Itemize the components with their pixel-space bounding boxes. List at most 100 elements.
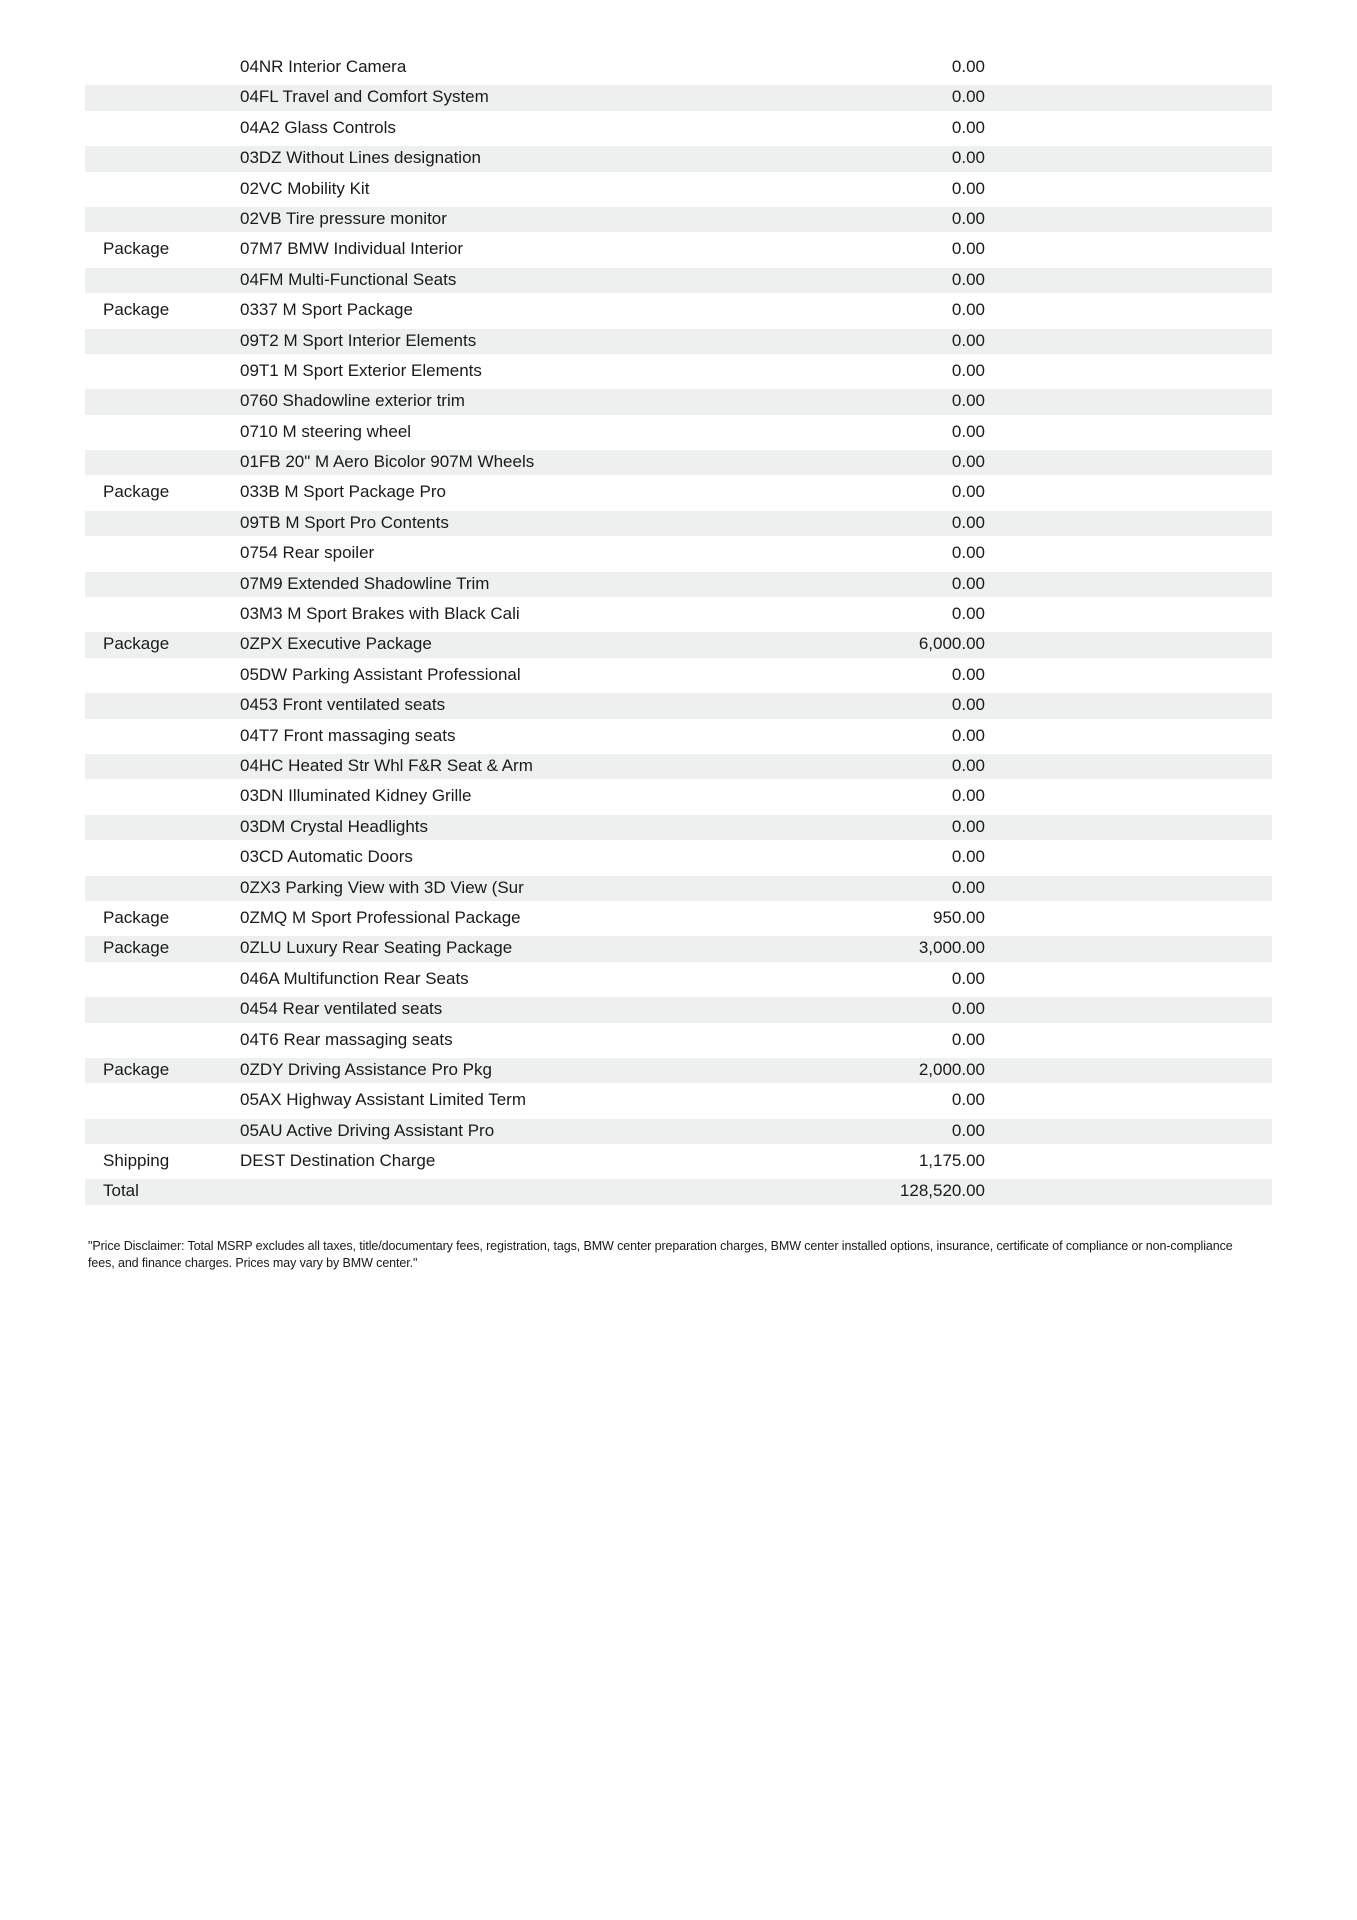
option-price-value: 0.00 [951,391,985,411]
option-description-label: DEST Destination Charge [240,1151,436,1171]
option-description-label: 0ZPX Executive Package [240,634,432,654]
option-row: 04NR Interior Camera 0.00 [85,52,1272,82]
option-price-value: 1,175.00 [918,1151,985,1171]
option-row: 04T7 Front massaging seats 0.00 [85,721,1272,751]
option-row: 09T1 M Sport Exterior Elements 0.00 [85,356,1272,386]
option-description-label: 03CD Automatic Doors [240,847,413,867]
option-price-value: 0.00 [951,360,985,380]
option-price-value: 0.00 [951,239,985,259]
option-row: 0760 Shadowline exterior trim 0.00 [85,386,1272,417]
option-description-label: 07M7 BMW Individual Interior [240,239,463,259]
option-description-label: 02VB Tire pressure monitor [240,208,447,228]
option-description-label: 04T7 Front massaging seats [240,725,456,745]
price-disclaimer-text: "Price Disclaimer: Total MSRP excludes a… [88,1239,1233,1270]
option-row: 03CD Automatic Doors 0.00 [85,842,1272,872]
option-price-value: 0.00 [951,421,985,441]
option-description-label: 03DM Crystal Headlights [240,816,429,836]
option-row: Package 0ZPX Executive Package 6,000.00 [85,629,1272,660]
option-description-label: 0ZLU Luxury Rear Seating Package [240,938,513,958]
option-price-value: 0.00 [951,786,985,806]
option-price-value: 0.00 [951,452,985,472]
option-price-value: 0.00 [951,755,985,775]
option-price-value: 2,000.00 [918,1059,985,1079]
option-description-label: 04FL Travel and Comfort System [240,87,489,107]
option-row: 01FB 20" M Aero Bicolor 907M Wheels 0.00 [85,447,1272,478]
option-description-label: 04FM Multi-Functional Seats [240,269,457,289]
option-row: 05AX Highway Assistant Limited Term 0.00 [85,1085,1272,1115]
option-row: 04A2 Glass Controls 0.00 [85,113,1272,143]
option-price-value: 0.00 [951,1120,985,1140]
option-row: 05DW Parking Assistant Professional 0.00 [85,660,1272,690]
option-row: 0754 Rear spoiler 0.00 [85,538,1272,568]
option-price-value: 0.00 [951,512,985,532]
option-row: 05AU Active Driving Assistant Pro 0.00 [85,1115,1272,1147]
option-description-label: 03M3 M Sport Brakes with Black Cali [240,604,520,624]
option-description-label: 09TB M Sport Pro Contents [240,512,449,532]
option-price-value: 0.00 [951,330,985,350]
option-category-label: Package [103,300,170,320]
option-description-label: 05AU Active Driving Assistant Pro [240,1120,495,1140]
option-description-label: 01FB 20" M Aero Bicolor 907M Wheels [240,452,535,472]
option-row: 04FM Multi-Functional Seats 0.00 [85,264,1272,296]
option-description-label: 09T2 M Sport Interior Elements [240,330,477,350]
option-row: 0453 Front ventilated seats 0.00 [85,690,1272,721]
option-price-value: 0.00 [951,695,985,715]
option-price-value: 0.00 [951,816,985,836]
option-description-label: 0ZDY Driving Assistance Pro Pkg [240,1059,492,1079]
option-row: 03M3 M Sport Brakes with Black Cali 0.00 [85,599,1272,629]
option-description-label: 03DZ Without Lines designation [240,148,481,168]
option-description-label: 0454 Rear ventilated seats [240,999,443,1019]
option-price-value: 0.00 [951,148,985,168]
option-category-label: Shipping [103,1151,170,1171]
option-row: 03DZ Without Lines designation 0.00 [85,143,1272,174]
option-description-label: 09T1 M Sport Exterior Elements [240,360,482,380]
option-price-value: 128,520.00 [899,1181,985,1201]
option-row: Package 0337 M Sport Package 0.00 [85,295,1272,325]
option-row: Total 128,520.00 [85,1176,1272,1207]
option-row: 09T2 M Sport Interior Elements 0.00 [85,325,1272,356]
option-price-value: 0.00 [951,87,985,107]
option-description-label: 0710 M steering wheel [240,421,412,441]
option-price-value: 0.00 [951,1029,985,1049]
option-category-label: Package [103,239,170,259]
option-row: 02VC Mobility Kit 0.00 [85,174,1272,204]
option-price-value: 0.00 [951,57,985,76]
option-row: Package 033B M Sport Package Pro 0.00 [85,477,1272,507]
option-category-label: Package [103,634,170,654]
option-description-label: 033B M Sport Package Pro [240,482,447,502]
option-price-value: 0.00 [951,208,985,228]
option-row: 07M9 Extended Shadowline Trim 0.00 [85,568,1272,600]
option-description-label: 0ZMQ M Sport Professional Package [240,907,521,927]
option-category-label: Package [103,938,170,958]
option-category-label: Package [103,907,170,927]
option-row: 09TB M Sport Pro Contents 0.00 [85,507,1272,539]
option-description-label: 0ZX3 Parking View with 3D View (Sur [240,877,524,897]
option-description-label: 03DN Illuminated Kidney Grille [240,786,472,806]
option-row: Package 0ZMQ M Sport Professional Packag… [85,903,1272,933]
option-price-value: 0.00 [951,573,985,593]
option-price-value: 0.00 [951,269,985,289]
option-price-value: 0.00 [951,178,985,198]
option-description-label: 05DW Parking Assistant Professional [240,664,521,684]
option-description-label: 0337 M Sport Package [240,300,413,320]
option-price-value: 0.00 [951,664,985,684]
option-row: 03DM Crystal Headlights 0.00 [85,811,1272,843]
option-category-label: Package [103,482,170,502]
option-row: 04HC Heated Str Whl F&R Seat & Arm 0.00 [85,750,1272,782]
option-row: 04T6 Rear massaging seats 0.00 [85,1025,1272,1055]
option-price-value: 3,000.00 [918,938,985,958]
option-description-label: 04HC Heated Str Whl F&R Seat & Arm [240,755,533,775]
option-price-value: 950.00 [933,907,985,927]
option-row: Package 0ZLU Luxury Rear Seating Package… [85,933,1272,964]
option-row: 0710 M steering wheel 0.00 [85,417,1272,447]
option-row: 0ZX3 Parking View with 3D View (Sur 0.00 [85,872,1272,903]
option-category-label: Package [103,1059,170,1079]
vehicle-options-table: 04NR Interior Camera 0.00 04FL Travel an… [85,52,1272,1207]
option-price-value: 0.00 [951,300,985,320]
option-price-value: 0.00 [951,1090,985,1110]
option-description-label: 04A2 Glass Controls [240,117,396,137]
option-row: 046A Multifunction Rear Seats 0.00 [85,964,1272,994]
option-price-value: 0.00 [951,725,985,745]
option-description-label: 07M9 Extended Shadowline Trim [240,573,490,593]
